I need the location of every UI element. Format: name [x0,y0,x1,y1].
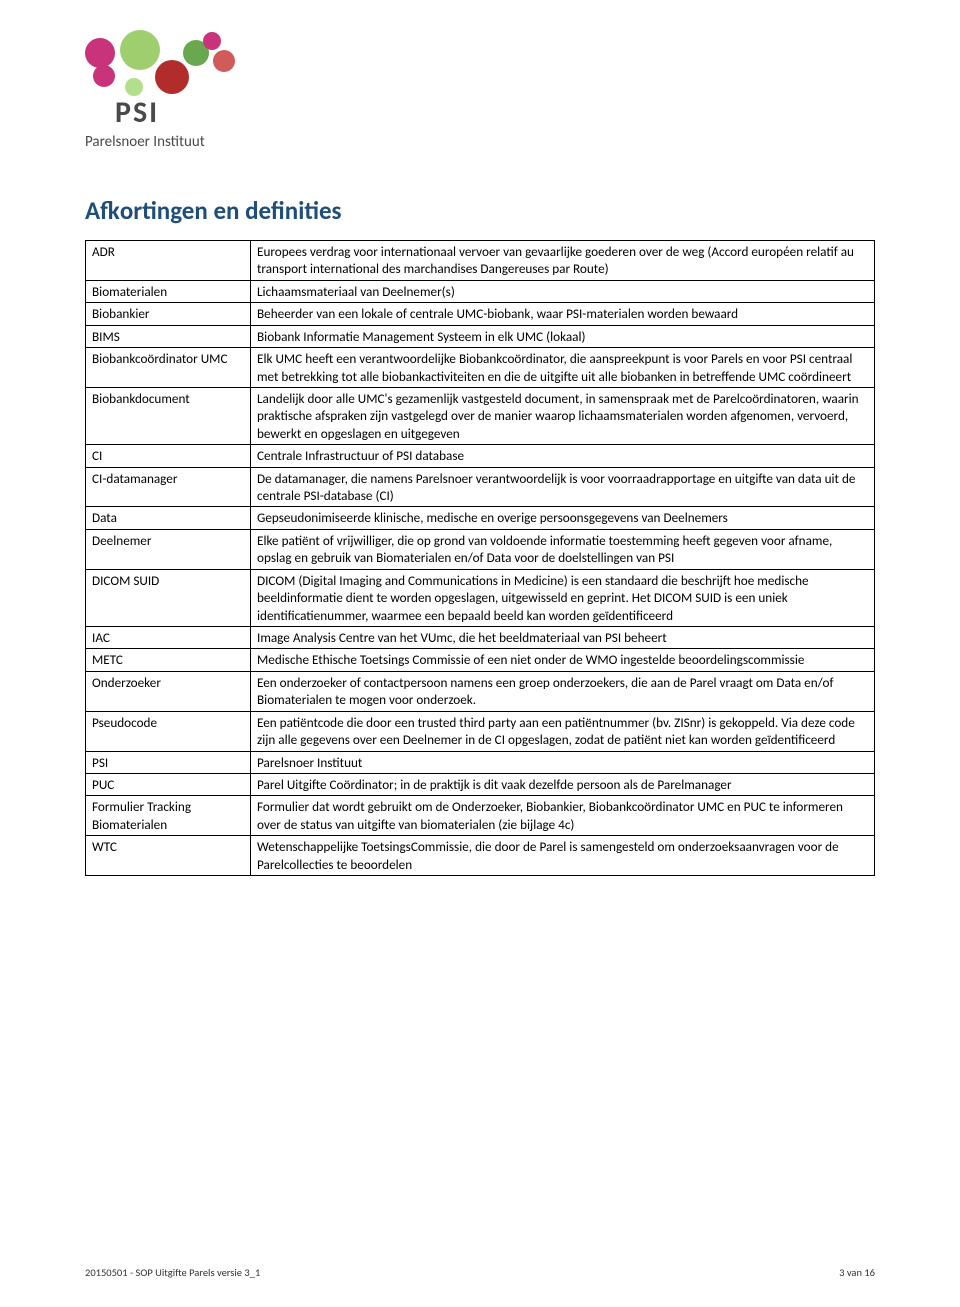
term-cell: PUC [86,773,251,795]
definition-cell: DICOM (Digital Imaging and Communication… [251,569,875,626]
logo-circle-icon [120,30,160,70]
definition-cell: Een onderzoeker of contactpersoon namens… [251,671,875,711]
table-row: DataGepseudonimiseerde klinische, medisc… [86,507,875,529]
term-cell: Onderzoeker [86,671,251,711]
logo-circle-icon [125,78,143,96]
term-cell: Formulier Tracking Biomaterialen [86,796,251,836]
table-row: CI-datamanagerDe datamanager, die namens… [86,467,875,507]
definition-cell: Medische Ethische Toetsings Commissie of… [251,649,875,671]
definition-cell: Beheerder van een lokale of centrale UMC… [251,303,875,325]
term-cell: WTC [86,836,251,876]
term-cell: Pseudocode [86,711,251,751]
table-row: PSIParelsnoer Instituut [86,751,875,773]
logo-circle-icon [203,32,221,50]
definition-cell: Parelsnoer Instituut [251,751,875,773]
term-cell: CI-datamanager [86,467,251,507]
table-row: Formulier Tracking BiomaterialenFormulie… [86,796,875,836]
logo: PSI Parelsnoer Instituut [85,30,305,160]
definition-cell: Wetenschappelijke ToetsingsCommissie, di… [251,836,875,876]
table-row: BiobankdocumentLandelijk door alle UMC's… [86,387,875,444]
term-cell: Deelnemer [86,529,251,569]
table-row: DeelnemerElke patiënt of vrijwilliger, d… [86,529,875,569]
table-row: ADREuropees verdrag voor internationaal … [86,241,875,281]
content: Afkortingen en definities ADREuropees ve… [85,195,875,876]
table-row: Biobankcoördinator UMCElk UMC heeft een … [86,348,875,388]
term-cell: IAC [86,627,251,649]
table-row: DICOM SUIDDICOM (Digital Imaging and Com… [86,569,875,626]
term-cell: DICOM SUID [86,569,251,626]
definition-cell: Centrale Infrastructuur of PSI database [251,445,875,467]
table-row: WTCWetenschappelijke ToetsingsCommissie,… [86,836,875,876]
term-cell: Biobankier [86,303,251,325]
definition-cell: Image Analysis Centre van het VUmc, die … [251,627,875,649]
term-cell: Biobankcoördinator UMC [86,348,251,388]
term-cell: Biomaterialen [86,280,251,302]
table-row: PseudocodeEen patiëntcode die door een t… [86,711,875,751]
table-row: CICentrale Infrastructuur of PSI databas… [86,445,875,467]
table-row: OnderzoekerEen onderzoeker of contactper… [86,671,875,711]
table-row: BiobankierBeheerder van een lokale of ce… [86,303,875,325]
table-row: BiomaterialenLichaamsmateriaal van Deeln… [86,280,875,302]
logo-circle-icon [213,50,235,72]
definitions-table: ADREuropees verdrag voor internationaal … [85,240,875,876]
definition-cell: De datamanager, die namens Parelsnoer ve… [251,467,875,507]
definition-cell: Elke patiënt of vrijwilliger, die op gro… [251,529,875,569]
term-cell: BIMS [86,325,251,347]
table-row: METCMedische Ethische Toetsings Commissi… [86,649,875,671]
logo-subtitle: Parelsnoer Instituut [85,133,305,151]
page-title: Afkortingen en definities [85,195,875,226]
footer-right: 3 van 16 [839,1266,875,1279]
term-cell: Data [86,507,251,529]
footer: 20150501 - SOP Uitgifte Parels versie 3_… [85,1266,875,1279]
logo-circles-icon [85,30,245,105]
logo-circle-icon [93,65,115,87]
footer-left: 20150501 - SOP Uitgifte Parels versie 3_… [85,1266,260,1279]
definition-cell: Parel Uitgifte Coördinator; in de prakti… [251,773,875,795]
definition-cell: Een patiëntcode die door een trusted thi… [251,711,875,751]
definition-cell: Landelijk door alle UMC's gezamenlijk va… [251,387,875,444]
definition-cell: Gepseudonimiseerde klinische, medische e… [251,507,875,529]
definition-cell: Formulier dat wordt gebruikt om de Onder… [251,796,875,836]
table-row: BIMSBiobank Informatie Management Systee… [86,325,875,347]
term-cell: ADR [86,241,251,281]
definition-cell: Lichaamsmateriaal van Deelnemer(s) [251,280,875,302]
definition-cell: Europees verdrag voor internationaal ver… [251,241,875,281]
table-row: IACImage Analysis Centre van het VUmc, d… [86,627,875,649]
term-cell: Biobankdocument [86,387,251,444]
term-cell: CI [86,445,251,467]
table-row: PUCParel Uitgifte Coördinator; in de pra… [86,773,875,795]
definition-cell: Elk UMC heeft een verantwoordelijke Biob… [251,348,875,388]
term-cell: METC [86,649,251,671]
term-cell: PSI [86,751,251,773]
logo-circle-icon [155,60,189,94]
logo-circle-icon [85,38,115,68]
definition-cell: Biobank Informatie Management Systeem in… [251,325,875,347]
